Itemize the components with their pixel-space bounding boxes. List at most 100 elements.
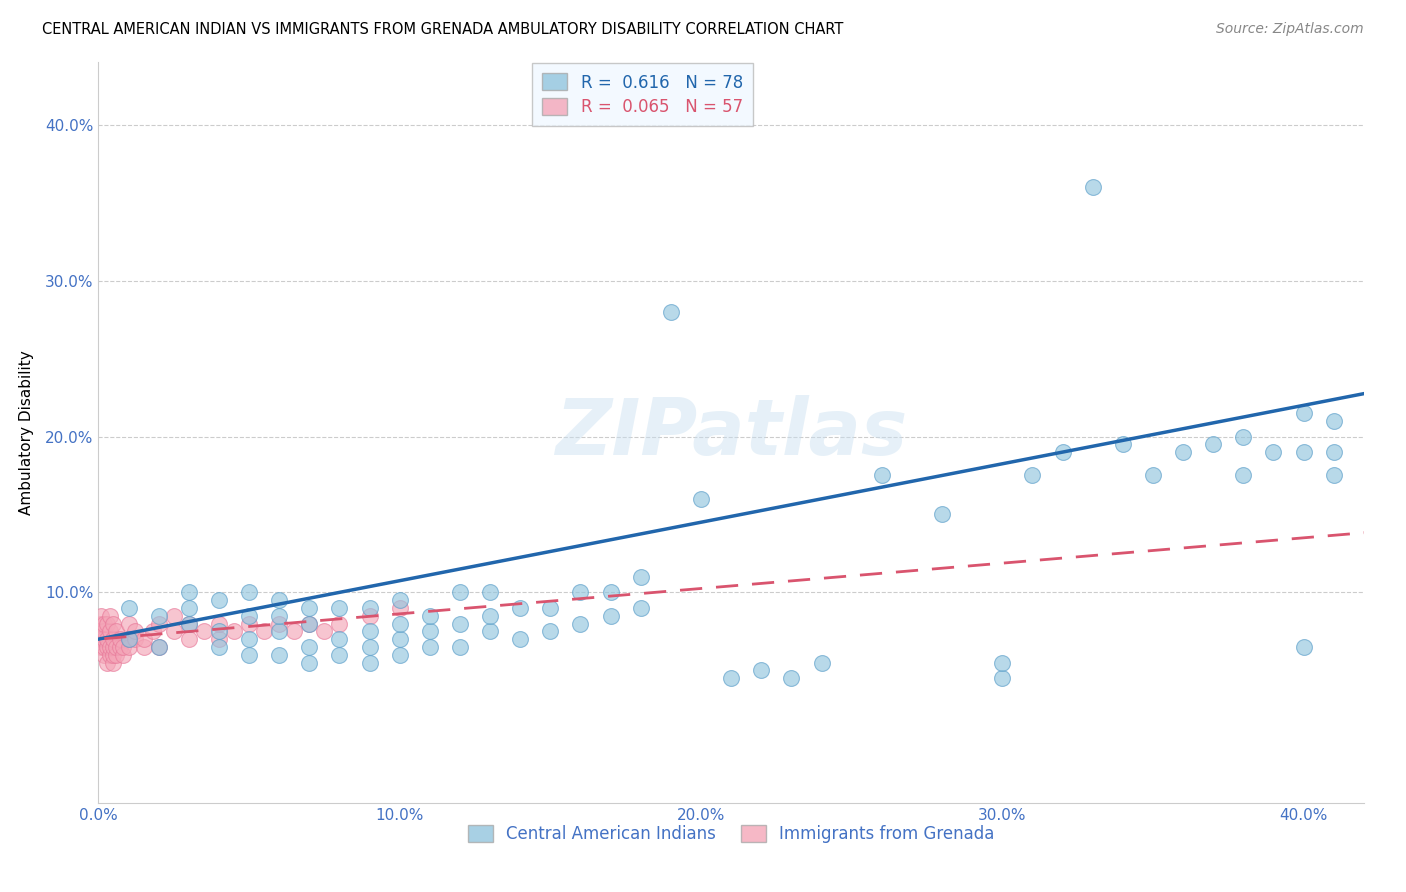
Point bbox=[124, 624, 146, 639]
Point bbox=[328, 616, 350, 631]
Point bbox=[388, 632, 411, 647]
Point bbox=[117, 632, 139, 647]
Point bbox=[253, 624, 276, 639]
Point bbox=[238, 616, 260, 631]
Y-axis label: Ambulatory Disability: Ambulatory Disability bbox=[18, 351, 34, 515]
Point bbox=[90, 616, 112, 631]
Point bbox=[142, 624, 165, 639]
Point bbox=[148, 640, 170, 654]
Text: Source: ZipAtlas.com: Source: ZipAtlas.com bbox=[1216, 22, 1364, 37]
Point bbox=[388, 601, 411, 615]
Point bbox=[388, 616, 411, 631]
Point bbox=[1052, 445, 1074, 459]
Point bbox=[103, 632, 125, 647]
Point bbox=[780, 671, 803, 685]
Point bbox=[208, 624, 231, 639]
Legend: Central American Indians, Immigrants from Grenada: Central American Indians, Immigrants fro… bbox=[461, 819, 1001, 850]
Point bbox=[105, 648, 128, 662]
Point bbox=[1292, 640, 1315, 654]
Point bbox=[298, 601, 321, 615]
Point bbox=[222, 624, 245, 639]
Text: CENTRAL AMERICAN INDIAN VS IMMIGRANTS FROM GRENADA AMBULATORY DISABILITY CORRELA: CENTRAL AMERICAN INDIAN VS IMMIGRANTS FR… bbox=[42, 22, 844, 37]
Point bbox=[479, 608, 502, 623]
Point bbox=[96, 640, 118, 654]
Point bbox=[388, 648, 411, 662]
Point bbox=[132, 632, 155, 647]
Point bbox=[359, 608, 381, 623]
Point bbox=[93, 648, 115, 662]
Point bbox=[108, 632, 131, 647]
Point bbox=[509, 632, 531, 647]
Point bbox=[208, 593, 231, 607]
Point bbox=[269, 608, 291, 623]
Point bbox=[359, 656, 381, 670]
Point bbox=[328, 648, 350, 662]
Point bbox=[238, 585, 260, 599]
Point bbox=[269, 648, 291, 662]
Point bbox=[148, 608, 170, 623]
Point bbox=[1323, 414, 1346, 428]
Point bbox=[132, 640, 155, 654]
Point bbox=[931, 508, 953, 522]
Point bbox=[1171, 445, 1194, 459]
Point bbox=[208, 632, 231, 647]
Point bbox=[148, 640, 170, 654]
Point bbox=[1112, 437, 1135, 451]
Point bbox=[449, 616, 471, 631]
Point bbox=[93, 616, 115, 631]
Point bbox=[148, 616, 170, 631]
Point bbox=[177, 601, 200, 615]
Point bbox=[163, 624, 186, 639]
Point bbox=[117, 616, 139, 631]
Point bbox=[96, 616, 118, 631]
Point bbox=[177, 616, 200, 631]
Point bbox=[419, 640, 441, 654]
Point bbox=[103, 640, 125, 654]
Point bbox=[298, 656, 321, 670]
Point bbox=[100, 648, 122, 662]
Point bbox=[208, 640, 231, 654]
Point bbox=[100, 608, 122, 623]
Point bbox=[117, 601, 139, 615]
Point bbox=[1021, 468, 1043, 483]
Point bbox=[538, 624, 561, 639]
Point bbox=[96, 632, 118, 647]
Point bbox=[720, 671, 742, 685]
Point bbox=[749, 663, 772, 677]
Point bbox=[298, 616, 321, 631]
Point bbox=[810, 656, 832, 670]
Point bbox=[991, 671, 1014, 685]
Point bbox=[100, 640, 122, 654]
Point bbox=[238, 608, 260, 623]
Point bbox=[1232, 429, 1254, 443]
Point bbox=[238, 648, 260, 662]
Point bbox=[298, 616, 321, 631]
Point bbox=[177, 632, 200, 647]
Point bbox=[103, 616, 125, 631]
Point bbox=[449, 585, 471, 599]
Point bbox=[419, 624, 441, 639]
Point bbox=[1202, 437, 1225, 451]
Point bbox=[193, 624, 215, 639]
Point bbox=[359, 601, 381, 615]
Point bbox=[659, 305, 682, 319]
Point bbox=[599, 585, 621, 599]
Point bbox=[630, 570, 652, 584]
Point bbox=[103, 648, 125, 662]
Point bbox=[630, 601, 652, 615]
Point bbox=[111, 640, 134, 654]
Point bbox=[117, 640, 139, 654]
Point bbox=[328, 632, 350, 647]
Point bbox=[208, 616, 231, 631]
Point bbox=[1081, 180, 1104, 194]
Point bbox=[538, 601, 561, 615]
Point bbox=[96, 656, 118, 670]
Point bbox=[108, 640, 131, 654]
Point bbox=[269, 593, 291, 607]
Point bbox=[359, 640, 381, 654]
Point bbox=[1142, 468, 1164, 483]
Point bbox=[177, 616, 200, 631]
Point bbox=[449, 640, 471, 654]
Point bbox=[1323, 445, 1346, 459]
Point bbox=[117, 632, 139, 647]
